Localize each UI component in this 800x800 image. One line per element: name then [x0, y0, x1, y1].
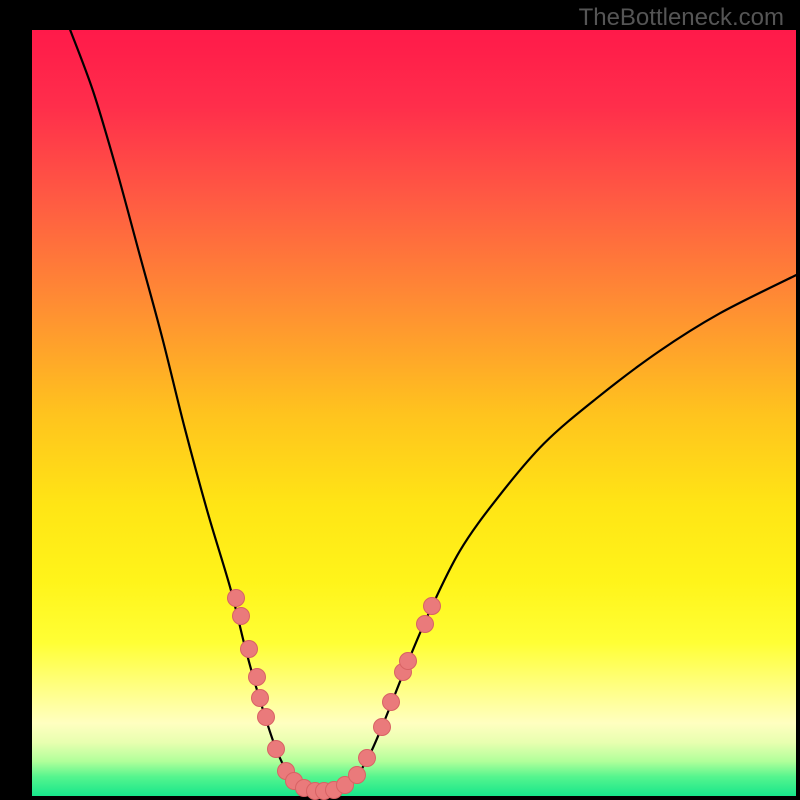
plot-frame — [32, 30, 796, 796]
watermark-text: TheBottleneck.com — [579, 4, 784, 32]
data-point-marker — [399, 652, 417, 670]
chart-stage: TheBottleneck.com — [0, 0, 800, 800]
data-point-marker — [251, 689, 269, 707]
bottleneck-curve — [70, 30, 796, 794]
data-point-marker — [358, 749, 376, 767]
data-point-marker — [232, 607, 250, 625]
data-point-marker — [257, 708, 275, 726]
data-point-marker — [423, 597, 441, 615]
curve-layer — [32, 30, 796, 796]
data-point-marker — [373, 718, 391, 736]
data-point-marker — [267, 740, 285, 758]
data-point-marker — [240, 640, 258, 658]
data-point-marker — [416, 615, 434, 633]
data-point-marker — [382, 693, 400, 711]
data-point-marker — [348, 766, 366, 784]
data-point-marker — [227, 589, 245, 607]
data-point-marker — [248, 668, 266, 686]
